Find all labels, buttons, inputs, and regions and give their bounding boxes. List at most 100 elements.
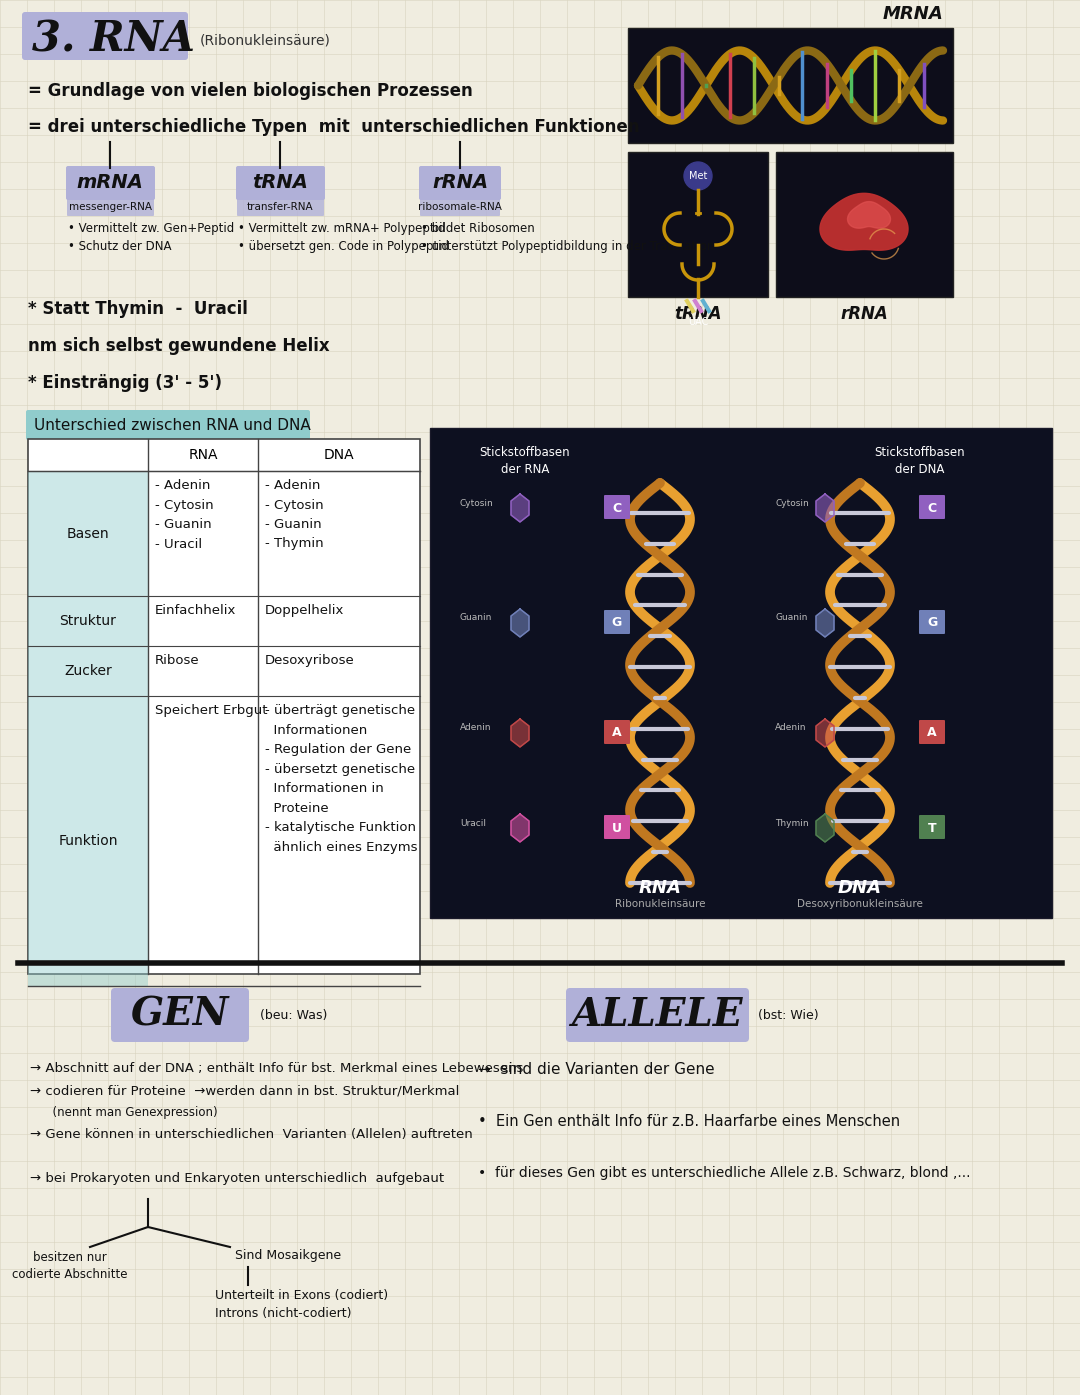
Text: Stickstoffbasen
der RNA: Stickstoffbasen der RNA	[480, 446, 570, 476]
Text: mRNA: mRNA	[77, 173, 144, 193]
Bar	[627, 152, 768, 297]
Text: = Grundlage von vielen biologischen Prozessen: = Grundlage von vielen biologischen Proz…	[28, 82, 473, 100]
Text: tRNA: tRNA	[252, 173, 308, 193]
FancyBboxPatch shape	[604, 610, 630, 633]
Text: RNA: RNA	[188, 448, 218, 462]
FancyBboxPatch shape	[111, 988, 249, 1042]
Text: Met: Met	[689, 172, 707, 181]
Bar	[28, 696, 148, 986]
Text: (nennt man Genexpression): (nennt man Genexpression)	[30, 1106, 218, 1119]
Text: * Einsträngig (3' - 5'): * Einsträngig (3' - 5')	[28, 374, 222, 392]
Text: Speichert Erbgut: Speichert Erbgut	[156, 704, 268, 717]
Text: tRNA: tRNA	[674, 306, 721, 324]
Text: * Statt Thymin  -  Uracil: * Statt Thymin - Uracil	[28, 300, 248, 318]
Text: A: A	[612, 727, 622, 739]
Text: 3. RNA: 3. RNA	[32, 20, 194, 61]
Text: Funktion: Funktion	[58, 834, 118, 848]
FancyBboxPatch shape	[237, 166, 325, 199]
Text: G: G	[612, 617, 622, 629]
Text: •  Ein Gen enthält Info für z.B. Haarfarbe eines Menschen: • Ein Gen enthält Info für z.B. Haarfarb…	[478, 1115, 900, 1129]
Text: - Adenin
- Cytosin
- Guanin
- Uracil: - Adenin - Cytosin - Guanin - Uracil	[156, 478, 214, 551]
Text: ALLELE: ALLELE	[571, 996, 743, 1034]
FancyBboxPatch shape	[66, 166, 156, 199]
Text: • Vermittelt zw. mRNA+ Polypeptid: • Vermittelt zw. mRNA+ Polypeptid	[238, 222, 446, 234]
Bar	[28, 596, 148, 646]
FancyBboxPatch shape	[919, 495, 945, 519]
Polygon shape	[820, 194, 908, 250]
Text: GEN: GEN	[131, 996, 229, 1034]
Text: Cytosin: Cytosin	[775, 498, 809, 508]
FancyBboxPatch shape	[919, 815, 945, 838]
Polygon shape	[511, 815, 529, 843]
FancyBboxPatch shape	[604, 720, 630, 744]
Text: Desoxyribonukleinsäure: Desoxyribonukleinsäure	[797, 898, 923, 910]
Text: • Vermittelt zw. Gen+Peptid: • Vermittelt zw. Gen+Peptid	[68, 222, 234, 234]
Polygon shape	[816, 494, 834, 522]
Text: Ribose: Ribose	[156, 654, 200, 667]
Text: Unterschied zwischen RNA und DNA: Unterschied zwischen RNA und DNA	[33, 417, 311, 432]
FancyBboxPatch shape	[919, 720, 945, 744]
Text: besitzen nur
codierte Abschnitte: besitzen nur codierte Abschnitte	[12, 1251, 127, 1281]
Text: Adenin: Adenin	[460, 724, 491, 732]
Text: Struktur: Struktur	[59, 614, 117, 628]
Text: Sind Mosaikgene: Sind Mosaikgene	[235, 1249, 341, 1262]
Text: U: U	[612, 822, 622, 834]
Text: rRNA: rRNA	[840, 306, 888, 324]
Text: RNA: RNA	[638, 879, 681, 897]
Text: A: A	[928, 727, 936, 739]
Text: •  für dieses Gen gibt es unterschiedliche Allele z.B. Schwarz, blond ,...: • für dieses Gen gibt es unterschiedlich…	[478, 1166, 971, 1180]
Bar	[777, 152, 953, 297]
Text: → bei Prokaryoten und Enkaryoten unterschiedlich  aufgebaut: → bei Prokaryoten und Enkaryoten untersc…	[30, 1172, 444, 1184]
FancyBboxPatch shape	[67, 198, 154, 216]
Text: = drei unterschiedliche Typen  mit  unterschiedlichen Funktionen: = drei unterschiedliche Typen mit unters…	[28, 119, 639, 135]
Text: (beu: Was): (beu: Was)	[260, 1009, 327, 1021]
Circle shape	[684, 162, 712, 190]
Text: Adenin: Adenin	[775, 724, 807, 732]
Polygon shape	[816, 718, 834, 746]
Text: Einfachhelix: Einfachhelix	[156, 604, 237, 617]
Bar	[28, 646, 148, 696]
Text: nm sich selbst gewundene Helix: nm sich selbst gewundene Helix	[28, 338, 329, 354]
Text: →  sind die Varianten der Gene: → sind die Varianten der Gene	[478, 1062, 715, 1077]
Text: DNA: DNA	[324, 448, 354, 462]
FancyBboxPatch shape	[419, 166, 501, 199]
FancyBboxPatch shape	[22, 13, 188, 60]
Text: • übersetzt gen. Code in Polypeptid: • übersetzt gen. Code in Polypeptid	[238, 240, 449, 252]
Text: G: G	[927, 617, 937, 629]
Text: - überträgt genetische
  Informationen
- Regulation der Gene
- übersetzt genetis: - überträgt genetische Informationen - R…	[265, 704, 418, 854]
FancyBboxPatch shape	[566, 988, 750, 1042]
Text: DNA: DNA	[838, 879, 882, 897]
Text: → Gene können in unterschiedlichen  Varianten (Allelen) auftreten: → Gene können in unterschiedlichen Varia…	[30, 1129, 473, 1141]
Text: Ribonukleinsäure: Ribonukleinsäure	[615, 898, 705, 910]
Text: UAC: UAC	[688, 317, 708, 326]
Polygon shape	[816, 815, 834, 843]
Text: → Abschnitt auf der DNA ; enthält Info für bst. Merkmal eines Lebewesens: → Abschnitt auf der DNA ; enthält Info f…	[30, 1062, 524, 1076]
Polygon shape	[848, 202, 891, 229]
FancyBboxPatch shape	[420, 198, 500, 216]
FancyBboxPatch shape	[919, 610, 945, 633]
Text: Stickstoffbasen
der DNA: Stickstoffbasen der DNA	[875, 446, 966, 476]
Text: transfer-RNA: transfer-RNA	[246, 202, 313, 212]
Text: Thymin: Thymin	[775, 819, 809, 827]
Polygon shape	[511, 610, 529, 638]
Text: Doppelhelix: Doppelhelix	[265, 604, 345, 617]
Text: Zucker: Zucker	[64, 664, 112, 678]
Text: • bildet Ribosomen: • bildet Ribosomen	[421, 222, 535, 234]
Text: Desoxyribose: Desoxyribose	[265, 654, 354, 667]
Text: • unterstützt Polypeptidbildung in der Translation: • unterstützt Polypeptidbildung in der T…	[421, 240, 714, 252]
Text: • Schutz der DNA: • Schutz der DNA	[68, 240, 172, 252]
Text: C: C	[612, 501, 622, 515]
Bar	[28, 439, 420, 974]
Polygon shape	[511, 494, 529, 522]
Bar	[430, 428, 1052, 918]
FancyBboxPatch shape	[604, 495, 630, 519]
Text: Uracil: Uracil	[460, 819, 486, 827]
Text: C: C	[928, 501, 936, 515]
Text: (bst: Wie): (bst: Wie)	[758, 1009, 819, 1021]
FancyBboxPatch shape	[26, 410, 310, 439]
Text: Basen: Basen	[67, 526, 109, 540]
Bar	[627, 28, 953, 144]
Text: messenger-RNA: messenger-RNA	[68, 202, 151, 212]
Polygon shape	[816, 610, 834, 638]
FancyBboxPatch shape	[237, 198, 324, 216]
